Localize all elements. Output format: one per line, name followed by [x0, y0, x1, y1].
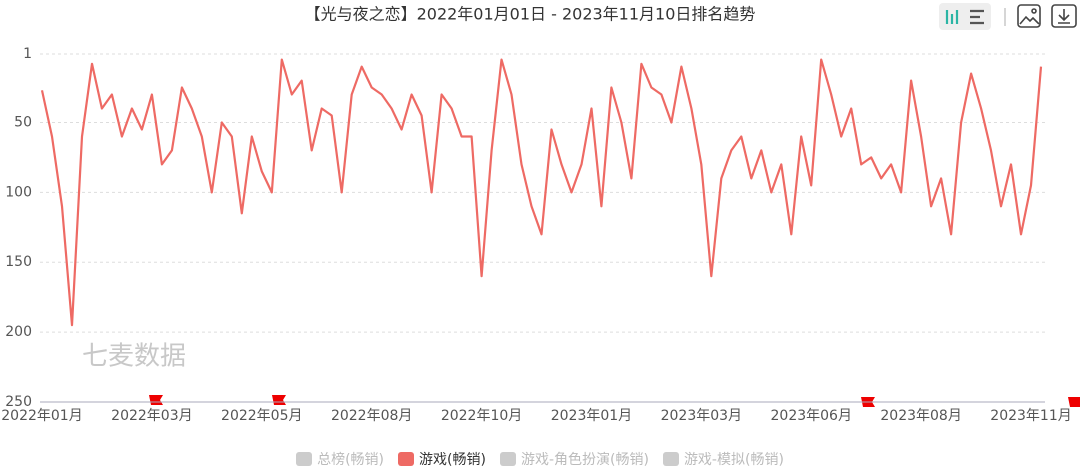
legend-item[interactable]: 游戏-角色扮演(畅销) [499, 449, 649, 469]
x-tick-label: 2023年03月 [661, 408, 742, 424]
x-tick-label: 2023年08月 [880, 408, 961, 424]
legend-item[interactable]: 总榜(畅销) [296, 449, 384, 469]
legend-label: 总榜(畅销) [317, 452, 385, 468]
legend-label: 游戏(畅销) [419, 452, 486, 468]
legend-label: 游戏-角色扮演(畅销) [520, 452, 649, 468]
x-tick-label: 2022年08月 [331, 408, 412, 424]
chart-title: 【光与夜之恋】2022年01月01日 - 2023年11月10日排名趋势 [305, 5, 756, 24]
legend-swatch [499, 452, 516, 466]
x-tick-label: 2022年10月 [441, 408, 522, 424]
x-tick-label: 2023年11月 [990, 408, 1071, 424]
legend-item[interactable]: 游戏(畅销) [398, 449, 486, 469]
x-tick-label: 2023年06月 [771, 408, 852, 424]
toolbar[interactable] [939, 3, 1077, 30]
legend-swatch [296, 452, 313, 466]
y-tick-label: 1 [23, 46, 32, 62]
y-tick-label: 50 [14, 114, 32, 130]
legend-swatch [398, 452, 415, 466]
y-tick-label: 250 [5, 394, 32, 410]
legend-label: 游戏-模拟(畅销) [683, 452, 784, 468]
y-tick-label: 100 [5, 184, 32, 200]
watermark: 七麦数据 [82, 342, 186, 372]
legend-swatch [662, 452, 679, 466]
legend: 总榜(畅销) 游戏(畅销) 游戏-角色扮演(畅销) 游戏-模拟(畅销) [0, 449, 1080, 469]
chart: 【光与夜之恋】2022年01月01日 - 2023年11月10日排名趋势 七麦数… [1, 3, 1080, 424]
legend-item[interactable]: 游戏-模拟(畅销) [662, 449, 784, 469]
x-tick-label: 2022年05月 [221, 408, 302, 424]
x-tick-label: 2023年01月 [551, 408, 632, 424]
x-tick-label: 2022年03月 [111, 408, 192, 424]
x-tick-label: 2022年01月 [1, 408, 82, 424]
y-tick-label: 150 [5, 254, 32, 270]
y-tick-label: 200 [5, 324, 32, 340]
event-flags[interactable] [148, 394, 1080, 410]
line-series [40, 58, 1043, 327]
